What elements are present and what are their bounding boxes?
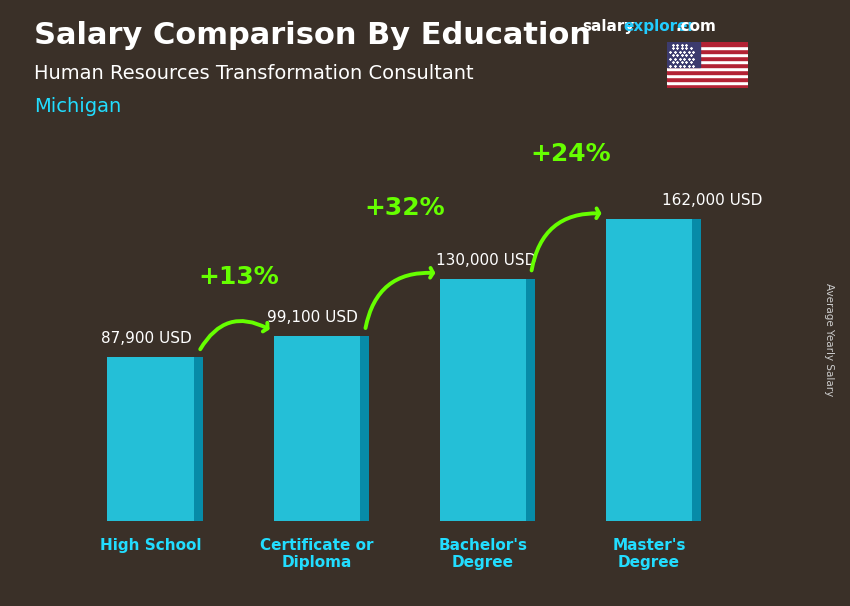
- Text: salary: salary: [582, 19, 635, 35]
- Bar: [667, 81, 748, 84]
- Bar: [667, 60, 748, 64]
- Text: +24%: +24%: [530, 142, 611, 166]
- Bar: [667, 42, 700, 67]
- Polygon shape: [360, 336, 369, 521]
- Bar: [667, 70, 748, 74]
- Text: 99,100 USD: 99,100 USD: [267, 310, 358, 325]
- Text: +13%: +13%: [198, 265, 279, 288]
- Bar: [274, 336, 360, 521]
- Text: 162,000 USD: 162,000 USD: [662, 193, 762, 208]
- Text: Average Yearly Salary: Average Yearly Salary: [824, 283, 834, 396]
- Text: +32%: +32%: [365, 196, 445, 220]
- Bar: [667, 50, 748, 53]
- Text: explorer: explorer: [623, 19, 695, 35]
- Bar: [667, 42, 748, 46]
- Bar: [606, 219, 692, 521]
- Text: .com: .com: [676, 19, 717, 35]
- Bar: [667, 46, 748, 50]
- Text: Michigan: Michigan: [34, 97, 122, 116]
- Bar: [667, 64, 748, 67]
- Bar: [667, 53, 748, 56]
- Bar: [667, 56, 748, 60]
- Bar: [667, 74, 748, 78]
- Text: Salary Comparison By Education: Salary Comparison By Education: [34, 21, 591, 50]
- Polygon shape: [526, 279, 536, 521]
- Text: 87,900 USD: 87,900 USD: [101, 331, 191, 346]
- Text: Human Resources Transformation Consultant: Human Resources Transformation Consultan…: [34, 64, 473, 82]
- Bar: [667, 84, 748, 88]
- Bar: [667, 67, 748, 70]
- Bar: [107, 358, 194, 521]
- Text: 130,000 USD: 130,000 USD: [436, 253, 537, 268]
- Polygon shape: [692, 219, 701, 521]
- Bar: [667, 78, 748, 81]
- Polygon shape: [194, 358, 203, 521]
- Bar: [439, 279, 526, 521]
